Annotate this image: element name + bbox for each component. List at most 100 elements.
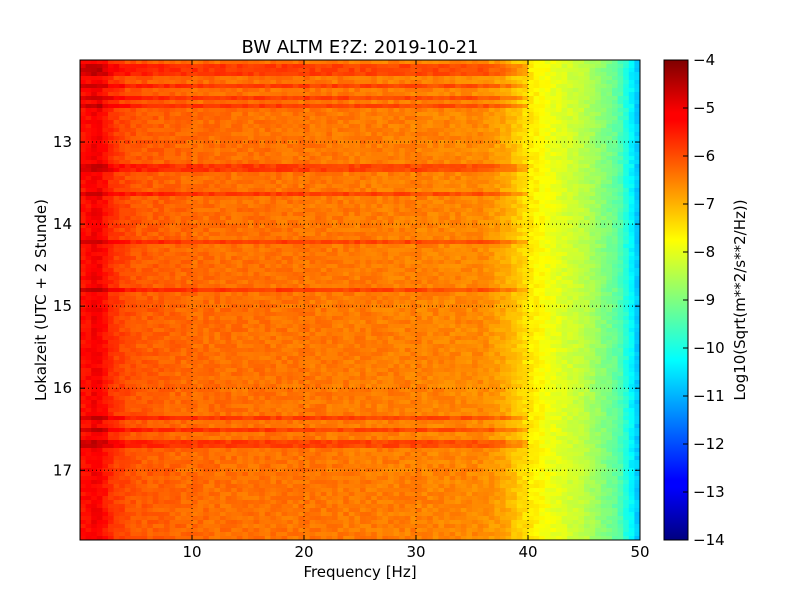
heatmap-cell: [147, 76, 154, 81]
heatmap-cell: [147, 236, 154, 241]
heatmap-cell: [214, 148, 221, 153]
heatmap-cell: [432, 68, 439, 73]
heatmap-cell: [298, 168, 305, 173]
heatmap-cell: [326, 76, 333, 81]
heatmap-cell: [500, 116, 506, 121]
heatmap-cell: [455, 112, 462, 117]
heatmap-cell: [376, 184, 383, 189]
heatmap-cell: [192, 180, 198, 185]
heatmap-cell: [225, 76, 232, 81]
heatmap-cell: [197, 216, 204, 221]
heatmap-cell: [589, 92, 596, 97]
heatmap-cell: [259, 244, 266, 249]
heatmap-cell: [91, 188, 98, 193]
heatmap-cell: [578, 176, 585, 181]
heatmap-cell: [85, 60, 92, 65]
heatmap-cell: [169, 192, 176, 197]
heatmap-cell: [136, 172, 142, 177]
heatmap-cell: [337, 192, 344, 197]
heatmap-cell: [108, 76, 114, 81]
heatmap-cell: [578, 72, 585, 77]
heatmap-cell: [427, 148, 434, 153]
heatmap-cell: [393, 220, 400, 225]
heatmap-cell: [208, 216, 215, 221]
heatmap-cell: [516, 212, 523, 217]
heatmap-cell: [264, 140, 271, 145]
heatmap-cell: [584, 220, 590, 225]
heatmap-cell: [80, 104, 86, 109]
heatmap-cell: [388, 156, 394, 161]
heatmap-cell: [410, 132, 417, 137]
heatmap-cell: [399, 140, 406, 145]
heatmap-cell: [595, 148, 602, 153]
heatmap-cell: [220, 112, 226, 117]
heatmap-cell: [242, 72, 249, 77]
heatmap-cell: [556, 188, 562, 193]
heatmap-cell: [460, 152, 467, 157]
heatmap-cell: [511, 172, 518, 177]
heatmap-cell: [208, 176, 215, 181]
heatmap-cell: [197, 132, 204, 137]
heatmap-cell: [348, 228, 355, 233]
heatmap-cell: [612, 108, 618, 113]
heatmap-cell: [505, 176, 512, 181]
heatmap-cell: [242, 144, 249, 149]
heatmap-cell: [130, 176, 137, 181]
heatmap-cell: [371, 128, 378, 133]
heatmap-cell: [376, 76, 383, 81]
heatmap-cell: [404, 192, 411, 197]
heatmap-cell: [522, 64, 529, 69]
heatmap-cell: [102, 180, 109, 185]
heatmap-cell: [186, 64, 193, 69]
heatmap-cell: [141, 244, 148, 249]
heatmap-cell: [309, 108, 316, 113]
heatmap-cell: [371, 144, 378, 149]
heatmap-cell: [544, 228, 551, 233]
heatmap-cell: [337, 144, 344, 149]
heatmap-cell: [472, 116, 478, 121]
heatmap-cell: [343, 184, 350, 189]
heatmap-cell: [186, 80, 193, 85]
heatmap-cell: [208, 172, 215, 177]
heatmap-cell: [427, 228, 434, 233]
heatmap-cell: [197, 240, 204, 245]
heatmap-cell: [220, 136, 226, 141]
heatmap-cell: [589, 72, 596, 77]
heatmap-cell: [399, 80, 406, 85]
heatmap-cell: [270, 100, 277, 105]
heatmap-cell: [561, 164, 568, 169]
heatmap-cell: [556, 60, 562, 65]
heatmap-cell: [147, 252, 154, 257]
heatmap-cell: [550, 176, 557, 181]
heatmap-cell: [281, 168, 288, 173]
heatmap-cell: [315, 104, 322, 109]
heatmap-cell: [427, 144, 434, 149]
heatmap-cell: [628, 224, 635, 229]
heatmap-cell: [192, 160, 198, 165]
heatmap-cell: [259, 136, 266, 141]
heatmap-cell: [169, 132, 176, 137]
heatmap-cell: [292, 200, 299, 205]
heatmap-cell: [231, 236, 238, 241]
heatmap-cell: [628, 148, 635, 153]
heatmap-cell: [578, 68, 585, 73]
heatmap-cell: [287, 252, 294, 257]
heatmap-cell: [511, 120, 518, 125]
heatmap-cell: [567, 224, 574, 229]
heatmap-cell: [595, 60, 602, 65]
heatmap-cell: [500, 160, 506, 165]
heatmap-cell: [80, 128, 86, 133]
heatmap-cell: [197, 116, 204, 121]
heatmap-cell: [584, 116, 590, 121]
heatmap-cell: [432, 148, 439, 153]
heatmap-cell: [315, 76, 322, 81]
heatmap-cell: [360, 68, 366, 73]
heatmap-cell: [466, 144, 473, 149]
heatmap-cell: [175, 172, 182, 177]
heatmap-cell: [169, 92, 176, 97]
heatmap-cell: [472, 168, 478, 173]
heatmap-cell: [136, 212, 142, 217]
heatmap-cell: [516, 256, 523, 261]
heatmap-cell: [606, 236, 613, 241]
heatmap-cell: [550, 76, 557, 81]
